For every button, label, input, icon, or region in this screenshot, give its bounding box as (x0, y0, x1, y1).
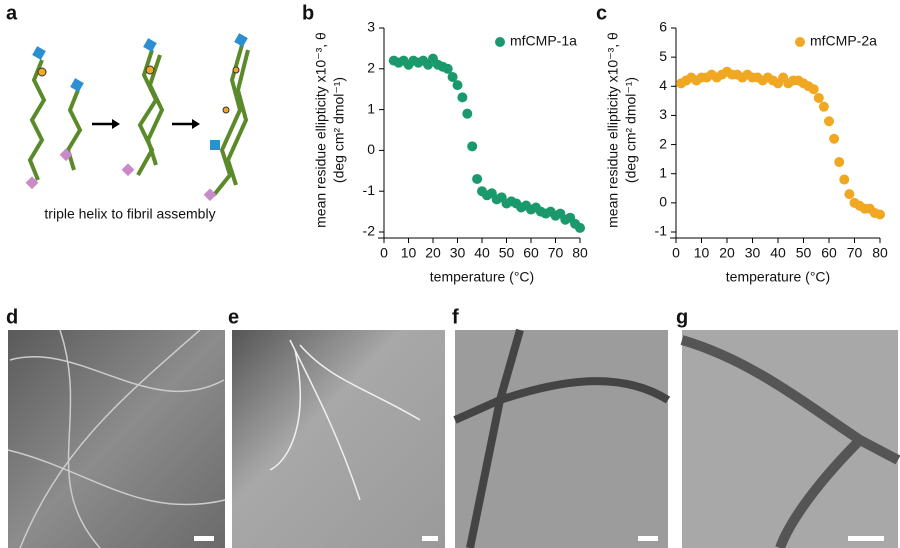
x-tick-label: 0 (380, 245, 388, 261)
panel-label: e (228, 306, 239, 328)
legend-label: mfCMP-2a (810, 33, 877, 49)
x-tick-label: 70 (847, 245, 863, 261)
point (824, 116, 834, 127)
point (839, 174, 850, 185)
y-tick-label: 0 (659, 194, 667, 210)
y-tick-label: -1 (655, 223, 668, 239)
point (813, 92, 824, 103)
x-tick-label: 30 (745, 245, 761, 261)
panel-label: f (452, 306, 459, 328)
y-tick-label: 5 (659, 48, 667, 64)
y-tick-label: 2 (659, 135, 667, 151)
y-axis-label: (deg cm² dmol⁻¹) (331, 77, 347, 183)
x-tick-label: 60 (821, 245, 837, 261)
x-tick-label: 80 (572, 245, 588, 261)
y-tick-label: 3 (659, 106, 667, 122)
y-tick-label: 1 (659, 164, 667, 180)
x-axis-label: temperature (°C) (726, 269, 830, 285)
x-tick-label: 30 (450, 245, 466, 261)
point (462, 108, 473, 119)
y-tick-label: 0 (367, 141, 375, 157)
legend-label: mfCMP-1a (510, 33, 577, 49)
x-tick-label: 10 (694, 245, 710, 261)
y-tick-label: 3 (367, 19, 375, 35)
x-tick-label: 80 (872, 245, 888, 261)
legend-marker (495, 37, 505, 47)
point (467, 141, 478, 152)
micrographs (7, 328, 900, 548)
point (447, 71, 458, 82)
schematic-markers (25, 33, 248, 202)
y-axis-label: (deg cm² dmol⁻¹) (623, 77, 639, 183)
y-axis-label: mean residue ellipticity x10⁻³, θ (313, 32, 329, 228)
panel-label: g (676, 306, 688, 328)
x-tick-label: 20 (425, 245, 441, 261)
x-tick-label: 40 (770, 245, 786, 261)
panel-label: d (6, 306, 18, 328)
point (457, 92, 468, 103)
y-tick-label: 6 (659, 19, 667, 35)
point (829, 133, 840, 144)
y-tick-label: 2 (367, 60, 375, 76)
panel-label: b (302, 2, 314, 24)
point (808, 84, 819, 95)
schematic (27, 44, 250, 197)
x-tick-label: 10 (401, 245, 417, 261)
x-tick-label: 40 (474, 245, 490, 261)
y-tick-label: -1 (363, 182, 376, 198)
y-axis-label: mean residue ellipticity x10⁻³, θ (605, 32, 621, 228)
y-tick-label: 1 (367, 100, 375, 116)
point (844, 189, 855, 200)
x-tick-label: 20 (719, 245, 735, 261)
point (575, 222, 585, 233)
point (452, 80, 463, 91)
x-tick-label: 0 (672, 245, 680, 261)
y-tick-label: -2 (363, 223, 376, 239)
panel-label: a (6, 2, 18, 24)
x-tick-label: 60 (523, 245, 539, 261)
point (818, 101, 829, 112)
x-axis-label: temperature (°C) (430, 269, 534, 285)
point (875, 209, 885, 220)
y-tick-label: 4 (659, 77, 667, 93)
x-tick-label: 50 (499, 245, 515, 261)
schematic-caption: triple helix to fibril assembly (44, 206, 215, 222)
point (472, 173, 483, 184)
point (834, 157, 845, 168)
legend-marker (795, 37, 805, 47)
x-tick-label: 70 (548, 245, 564, 261)
point (442, 63, 453, 74)
panel-label: c (596, 2, 607, 24)
x-tick-label: 50 (796, 245, 812, 261)
